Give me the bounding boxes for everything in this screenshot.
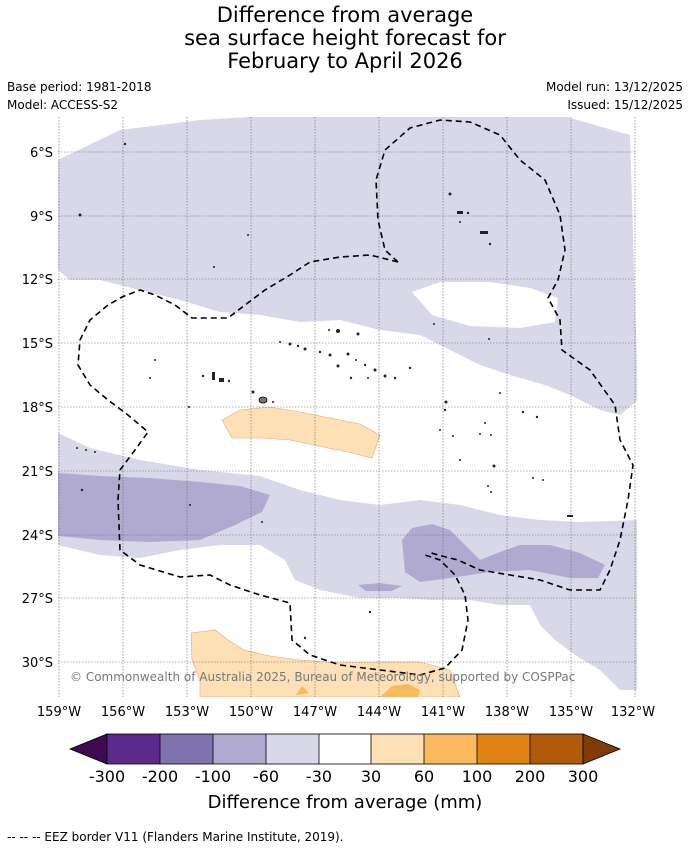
chart-title: Difference from average sea surface heig… xyxy=(0,4,690,73)
eez-border-french-polynesia xyxy=(77,254,469,676)
positive-anomaly-south-core xyxy=(296,684,420,697)
eez-footnote: -- -- -- EEZ border V11 (Flanders Marine… xyxy=(7,830,344,844)
lon-tick: 138°W xyxy=(485,705,529,720)
lat-tick: 6°S xyxy=(30,146,53,161)
anomaly-field xyxy=(58,117,637,697)
lat-tick: 15°S xyxy=(22,337,53,352)
lon-tick: 153°W xyxy=(165,705,209,720)
lon-tick: 144°W xyxy=(357,705,401,720)
colorbar-tick: 30 xyxy=(361,767,381,786)
negative-anomaly-north xyxy=(58,117,637,415)
colorbar-bin xyxy=(530,734,583,764)
lon-tick: 150°W xyxy=(229,705,273,720)
issued-date: Issued: 15/12/2025 xyxy=(567,98,683,112)
colorbar-label: Difference from average (mm) xyxy=(207,792,483,813)
positive-anomaly-south xyxy=(190,629,461,697)
metadata-right: Model run: 13/12/2025 Issued: 15/12/2025 xyxy=(546,78,683,114)
lon-tick: 147°W xyxy=(293,705,337,720)
colorbar-tick: 100 xyxy=(462,767,493,786)
colorbar-tick: 60 xyxy=(414,767,434,786)
colorbar-bin xyxy=(424,734,477,764)
latitude-labels: 6°S 9°S 12°S 15°S 18°S 21°S 24°S 27°S 30… xyxy=(22,146,53,671)
colorbar-tick: 300 xyxy=(568,767,599,786)
colorbar: -300 -200 -100 -60 -30 30 60 100 200 300 xyxy=(68,733,622,786)
colorbar-bin xyxy=(266,734,319,764)
lon-tick: 132°W xyxy=(611,705,655,720)
negative-anomaly-small xyxy=(358,583,402,591)
eez-border xyxy=(77,119,634,676)
metadata-left: Base period: 1981-2018 Model: ACCESS-S2 xyxy=(7,78,152,114)
eez-border-kiribati xyxy=(375,119,634,591)
colorbar-bin xyxy=(319,734,371,764)
copyright-notice: © Commonwealth of Australia 2025, Bureau… xyxy=(70,670,575,684)
longitude-labels: 159°W 156°W 153°W 150°W 147°W 144°W 141°… xyxy=(37,705,655,720)
negative-anomaly-south-core xyxy=(58,473,270,542)
lat-tick: 12°S xyxy=(22,273,53,288)
title-line-3: February to April 2026 xyxy=(227,49,463,73)
colorbar-bin xyxy=(107,734,160,764)
title-line-2: sea surface height forecast for xyxy=(184,26,506,50)
lon-tick: 159°W xyxy=(37,705,81,720)
lon-tick: 156°W xyxy=(101,705,145,720)
lat-tick: 18°S xyxy=(22,401,53,416)
colorbar-bin xyxy=(213,734,266,764)
title-line-1: Difference from average xyxy=(216,3,474,27)
colorbar-bin xyxy=(160,734,213,764)
colorbar-bin xyxy=(371,734,424,764)
colorbar-extend-low xyxy=(68,733,108,765)
islands xyxy=(76,142,573,640)
colorbar-tick: -60 xyxy=(253,767,279,786)
negative-anomaly-east-core xyxy=(402,524,605,582)
lat-tick: 30°S xyxy=(22,656,53,671)
colorbar-extend-high xyxy=(582,733,622,765)
colorbar-tick: -300 xyxy=(89,767,125,786)
neutral-pocket xyxy=(412,282,558,328)
lat-tick: 27°S xyxy=(22,592,53,607)
lat-tick: 24°S xyxy=(22,529,53,544)
model-name: Model: ACCESS-S2 xyxy=(7,98,119,112)
colorbar-tick: -200 xyxy=(142,767,178,786)
colorbar-tick: -100 xyxy=(195,767,231,786)
base-period: Base period: 1981-2018 xyxy=(7,80,152,94)
colorbar-bin xyxy=(477,734,530,764)
lon-tick: 135°W xyxy=(549,705,593,720)
graticule xyxy=(58,117,637,697)
lat-tick: 21°S xyxy=(22,465,53,480)
lat-tick: 9°S xyxy=(30,210,53,225)
positive-anomaly-central xyxy=(221,406,381,459)
colorbar-tick: -30 xyxy=(306,767,332,786)
colorbar-tick: 200 xyxy=(515,767,546,786)
model-run: Model run: 13/12/2025 xyxy=(545,80,683,94)
lon-tick: 141°W xyxy=(421,705,465,720)
